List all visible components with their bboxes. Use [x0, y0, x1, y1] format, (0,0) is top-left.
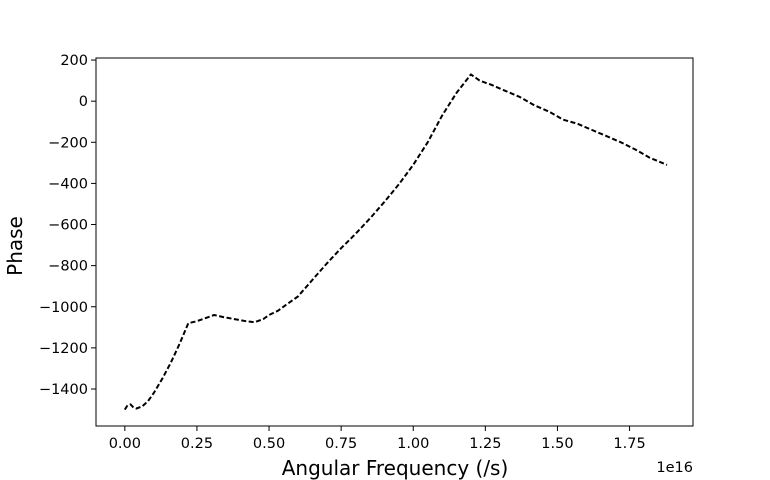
y-tick-label: −600 [48, 218, 88, 234]
y-tick-label: −400 [48, 176, 88, 192]
data-layer [123, 73, 668, 411]
x-tick-label: 1.25 [469, 436, 501, 452]
axes-layer: 0.00 0.25 0.50 0.75 1.00 1.25 1.50 1.75 200 0 −200… [39, 53, 694, 452]
y-tick-label: −1000 [39, 300, 88, 316]
x-tick-label: 0.00 [109, 436, 141, 452]
x-tick-label: 1.00 [397, 436, 429, 452]
x-offset-label: 1e16 [656, 460, 693, 476]
plot-frame [95, 57, 694, 427]
y-tick-label: 0 [79, 94, 88, 110]
series-line-0 [123, 73, 668, 411]
y-tick-label: 200 [60, 53, 88, 69]
x-tick-label: 0.50 [253, 436, 285, 452]
y-tick-label: −200 [48, 135, 88, 151]
y-tick-label: −800 [48, 259, 88, 275]
x-tick-label: 0.75 [325, 436, 357, 452]
x-tick-label: 1.50 [541, 436, 573, 452]
y-tick-label: −1400 [39, 382, 88, 398]
x-tick-label: 1.75 [613, 436, 645, 452]
y-axis-label: Phase [3, 216, 27, 276]
y-tick-label: −1200 [39, 341, 88, 357]
x-tick-label: 0.25 [181, 436, 213, 452]
x-axis-label: Angular Frequency (/s) [282, 456, 509, 480]
